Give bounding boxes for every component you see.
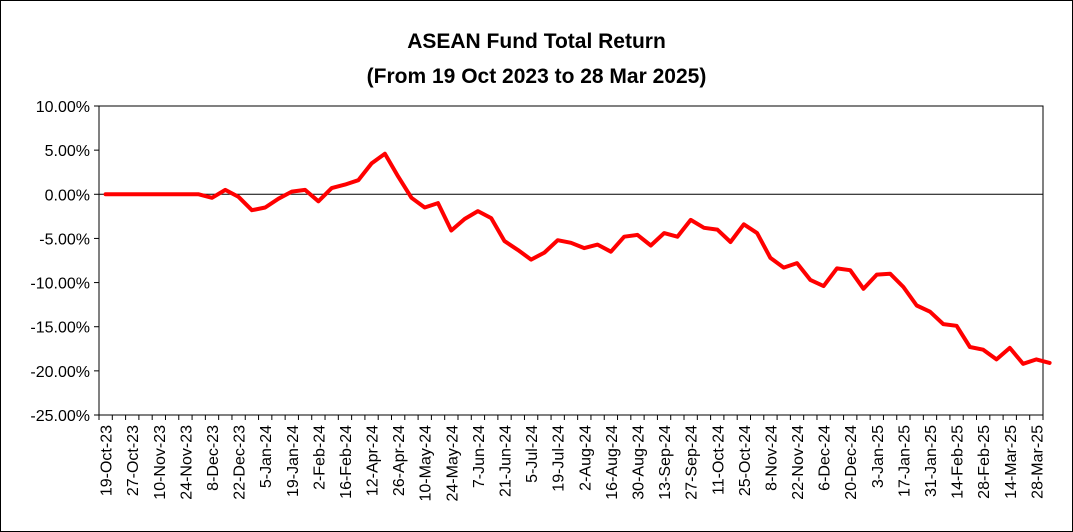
- chart-title: ASEAN Fund Total Return: [407, 30, 666, 53]
- x-tick-label: 6-Dec-24: [817, 425, 834, 491]
- x-tick-label: 13-Sep-24: [657, 425, 674, 500]
- x-tick-label: 10-Nov-23: [152, 425, 169, 500]
- x-tick-label: 31-Jan-25: [923, 425, 940, 497]
- x-tick-label: 28-Mar-25: [1029, 425, 1046, 499]
- x-tick-label: 24-May-24: [444, 425, 461, 502]
- x-tick-label: 2-Feb-24: [311, 425, 328, 490]
- x-tick-label: 2-Aug-24: [577, 425, 594, 491]
- x-tick-label: 27-Sep-24: [684, 425, 701, 500]
- y-tick-label: 10.00%: [36, 99, 90, 116]
- x-tick-label: 17-Jan-25: [896, 425, 913, 497]
- x-tick-label: 22-Nov-24: [790, 425, 807, 500]
- x-tick-label: 25-Oct-24: [737, 425, 754, 496]
- x-tick-label: 11-Oct-24: [710, 425, 727, 495]
- x-tick-label: 26-Apr-24: [391, 425, 408, 496]
- series-line: [103, 151, 1052, 366]
- y-tick-label: -15.00%: [30, 320, 90, 337]
- x-tick-label: 8-Dec-23: [205, 425, 222, 491]
- x-tick-label: 19-Jan-24: [285, 425, 302, 497]
- y-tick-label: -10.00%: [30, 276, 90, 293]
- x-tick-label: 16-Aug-24: [604, 425, 621, 500]
- plot-area: [98, 105, 1044, 416]
- x-tick-label: 14-Mar-25: [1003, 425, 1020, 499]
- x-tick-label: 12-Apr-24: [365, 425, 382, 496]
- x-tick-label: 30-Aug-24: [630, 425, 647, 500]
- x-tick-label: 27-Oct-23: [125, 425, 142, 496]
- x-tick-label: 21-Jun-24: [498, 425, 515, 497]
- x-tick-label: 20-Dec-24: [843, 425, 860, 500]
- y-tick-label: 5.00%: [45, 143, 90, 160]
- y-tick-label: -20.00%: [30, 364, 90, 381]
- x-tick-label: 3-Jan-25: [870, 425, 887, 488]
- x-tick-label: 28-Feb-25: [976, 425, 993, 499]
- x-tick-label: 24-Nov-23: [178, 425, 195, 500]
- x-tick-label: 19-Jul-24: [551, 425, 568, 492]
- y-tick-label: -5.00%: [39, 231, 90, 248]
- y-tick-label: 0.00%: [45, 187, 90, 204]
- chart-subtitle: (From 19 Oct 2023 to 28 Mar 2025): [366, 65, 707, 88]
- y-tick-label: -25.00%: [30, 408, 90, 425]
- x-tick-label: 16-Feb-24: [338, 425, 355, 499]
- x-tick-label: 8-Nov-24: [763, 425, 780, 491]
- x-tick-label: 5-Jan-24: [258, 425, 275, 488]
- x-tick-label: 7-Jun-24: [471, 425, 488, 488]
- x-tick-label: 5-Jul-24: [524, 425, 541, 483]
- x-tick-label: 14-Feb-25: [950, 425, 967, 499]
- x-tick-label: 22-Dec-23: [232, 425, 249, 500]
- x-tick-label: 19-Oct-23: [99, 425, 116, 496]
- x-tick-label: 10-May-24: [418, 425, 435, 502]
